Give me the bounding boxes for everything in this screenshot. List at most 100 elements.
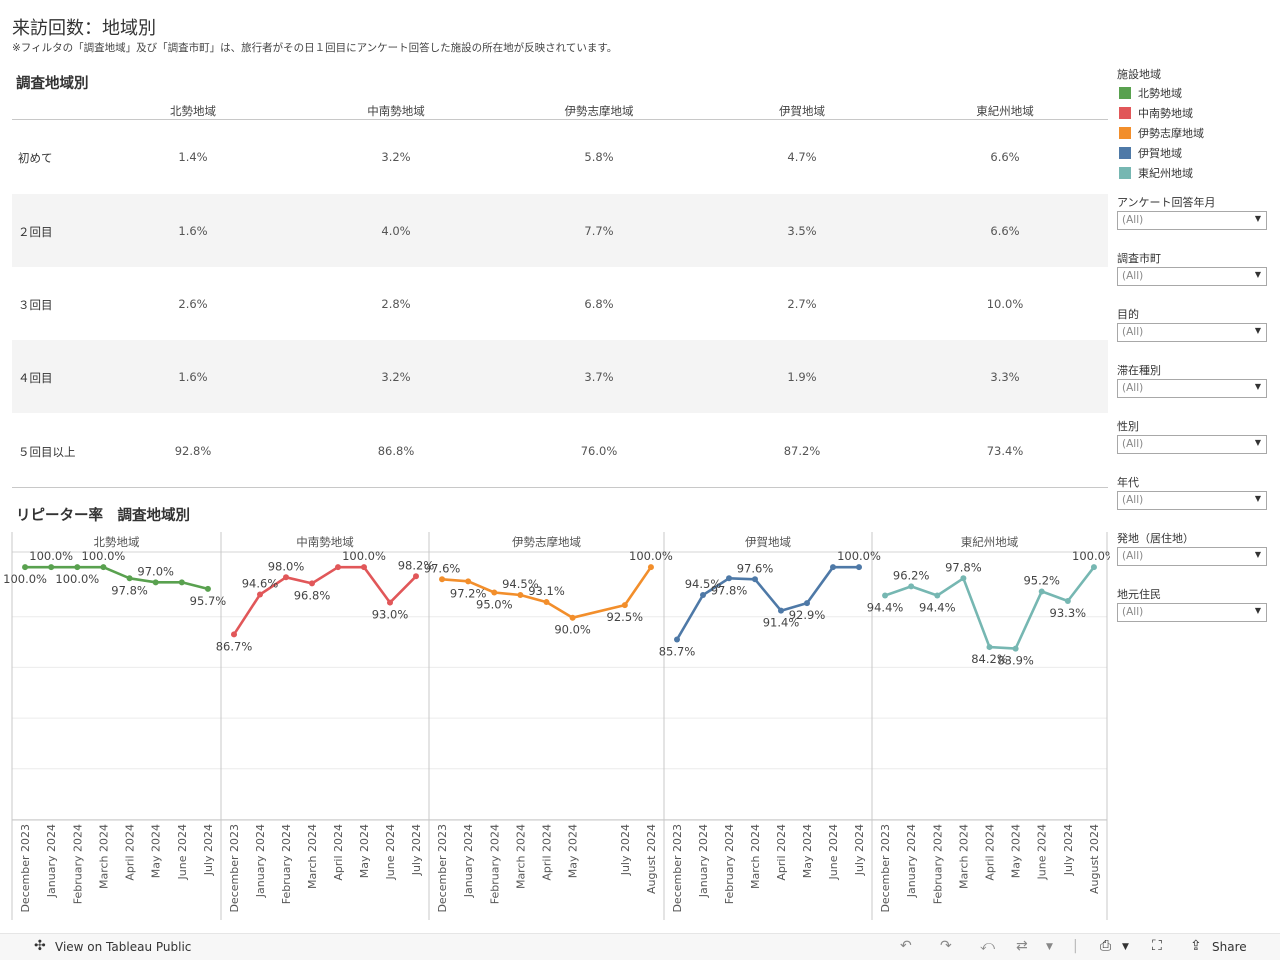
data-label: 97.8% (711, 583, 748, 597)
x-tick-label: May 2024 (358, 824, 371, 878)
undo-icon[interactable]: ↶ (900, 938, 912, 954)
legend-swatch (1119, 147, 1131, 159)
x-tick-label: June 2024 (176, 824, 189, 880)
refresh-icon[interactable]: ⇄ (1016, 938, 1028, 954)
legend-item[interactable]: 伊勢志摩地域 (1119, 125, 1204, 141)
x-tick-label: April 2024 (775, 824, 788, 881)
dropdown-arrow-icon: ▼ (1254, 326, 1261, 335)
redo-icon[interactable]: ↷ (940, 938, 952, 954)
filter-dropdown[interactable]: (All) ▼ (1117, 491, 1267, 510)
filter-dropdown[interactable]: (All) ▼ (1117, 211, 1267, 230)
data-point (517, 591, 524, 598)
data-point (413, 573, 419, 580)
x-tick-label: April 2024 (541, 824, 554, 881)
data-point (934, 592, 941, 599)
x-tick-label: May 2024 (150, 824, 163, 878)
data-point (335, 564, 341, 571)
data-point (283, 574, 289, 581)
legend-item[interactable]: 東紀州地域 (1119, 165, 1193, 181)
data-label: 86.7% (216, 639, 253, 653)
dropdown-arrow-icon: ▼ (1254, 214, 1261, 223)
x-tick-label: July 2024 (853, 824, 866, 876)
x-tick-label: May 2024 (1010, 824, 1023, 878)
data-label: 94.4% (867, 600, 904, 614)
x-tick-label: June 2024 (827, 824, 840, 880)
filter-value: (All) (1122, 382, 1144, 394)
table-cell: 4.0% (381, 223, 411, 238)
data-point (309, 580, 315, 587)
x-tick-label: March 2024 (306, 824, 319, 889)
data-label: 94.5% (502, 577, 539, 591)
share-button[interactable]: Share (1212, 940, 1247, 954)
data-point (752, 576, 758, 583)
filter-dropdown[interactable]: (All) ▼ (1117, 547, 1267, 566)
data-point (361, 564, 367, 571)
filter-value: (All) (1122, 550, 1144, 562)
filter-value: (All) (1122, 606, 1144, 618)
table-cell: 6.6% (990, 223, 1020, 238)
download-chevron-icon[interactable]: ▼ (1122, 942, 1129, 952)
table-cell: 6.6% (990, 149, 1020, 164)
data-point (700, 591, 706, 598)
table-cell: 1.9% (787, 369, 817, 384)
x-tick-label: February 2024 (280, 824, 293, 904)
legend-item[interactable]: 伊賀地域 (1119, 145, 1182, 161)
data-point (804, 600, 810, 607)
legend-label: 東紀州地域 (1138, 167, 1193, 180)
data-point (48, 564, 55, 571)
x-tick-label: January 2024 (697, 824, 710, 898)
view-on-tableau-link[interactable]: View on Tableau Public (55, 940, 192, 954)
share-icon[interactable]: ⇪ (1190, 938, 1202, 954)
legend-item[interactable]: 北勢地域 (1119, 85, 1182, 101)
filter-label: アンケート回答年月 (1117, 196, 1216, 209)
data-point (856, 564, 862, 571)
revert-icon[interactable]: ⤺ (980, 938, 995, 954)
x-tick-label: May 2024 (567, 824, 580, 878)
filter-value: (All) (1122, 214, 1144, 226)
x-tick-label: March 2024 (97, 824, 110, 889)
data-label: 93.0% (372, 608, 409, 622)
dropdown-arrow-icon: ▼ (1254, 438, 1261, 447)
table-cell: 2.6% (178, 296, 208, 311)
filter-value: (All) (1122, 326, 1144, 338)
chevron-down-icon[interactable]: ▼ (1046, 942, 1053, 952)
filter-label: 性別 (1117, 420, 1139, 433)
x-tick-label: March 2024 (749, 824, 762, 889)
table-row: 初めて 1.4% 3.2% 5.8% 4.7% 6.6% (12, 120, 1108, 193)
data-point (778, 607, 784, 614)
data-label: 100.0% (837, 549, 881, 563)
filter-dropdown[interactable]: (All) ▼ (1117, 267, 1267, 286)
table-cell: 3.2% (381, 149, 411, 164)
legend-swatch (1119, 107, 1131, 119)
x-tick-label: August 2024 (1088, 824, 1101, 894)
legend-swatch (1119, 127, 1131, 139)
data-point (231, 631, 237, 638)
data-label: 92.9% (789, 608, 826, 622)
data-label: 94.4% (919, 600, 956, 614)
download-icon[interactable]: ⎙ (1100, 938, 1112, 954)
x-tick-label: July 2024 (410, 824, 423, 876)
data-point (569, 614, 576, 621)
table-cell: 3.5% (787, 223, 817, 238)
table-row: ５回目以上 92.8% 86.8% 76.0% 87.2% 73.4% (12, 414, 1108, 487)
filter-dropdown[interactable]: (All) ▼ (1117, 323, 1267, 342)
x-tick-label: December 2023 (19, 824, 32, 913)
x-tick-label: July 2024 (1062, 824, 1075, 876)
filter-dropdown[interactable]: (All) ▼ (1117, 603, 1267, 622)
fullscreen-icon[interactable]: ⛶ (1152, 938, 1162, 954)
filter-dropdown[interactable]: (All) ▼ (1117, 379, 1267, 398)
data-point (74, 564, 81, 571)
series-line (442, 566, 652, 619)
data-label: 97.8% (945, 560, 982, 574)
filter-label: 調査市町 (1117, 252, 1161, 265)
filter-dropdown[interactable]: (All) ▼ (1117, 435, 1267, 454)
x-tick-label: April 2024 (332, 824, 345, 881)
data-point (647, 564, 654, 571)
filter-value: (All) (1122, 270, 1144, 282)
legend-item[interactable]: 中南勢地域 (1119, 105, 1193, 121)
data-point (726, 575, 732, 582)
dashboard-title: 来訪回数：地域別 (12, 18, 156, 39)
data-label: 100.0% (3, 572, 47, 586)
table-cell: 87.2% (783, 443, 821, 458)
